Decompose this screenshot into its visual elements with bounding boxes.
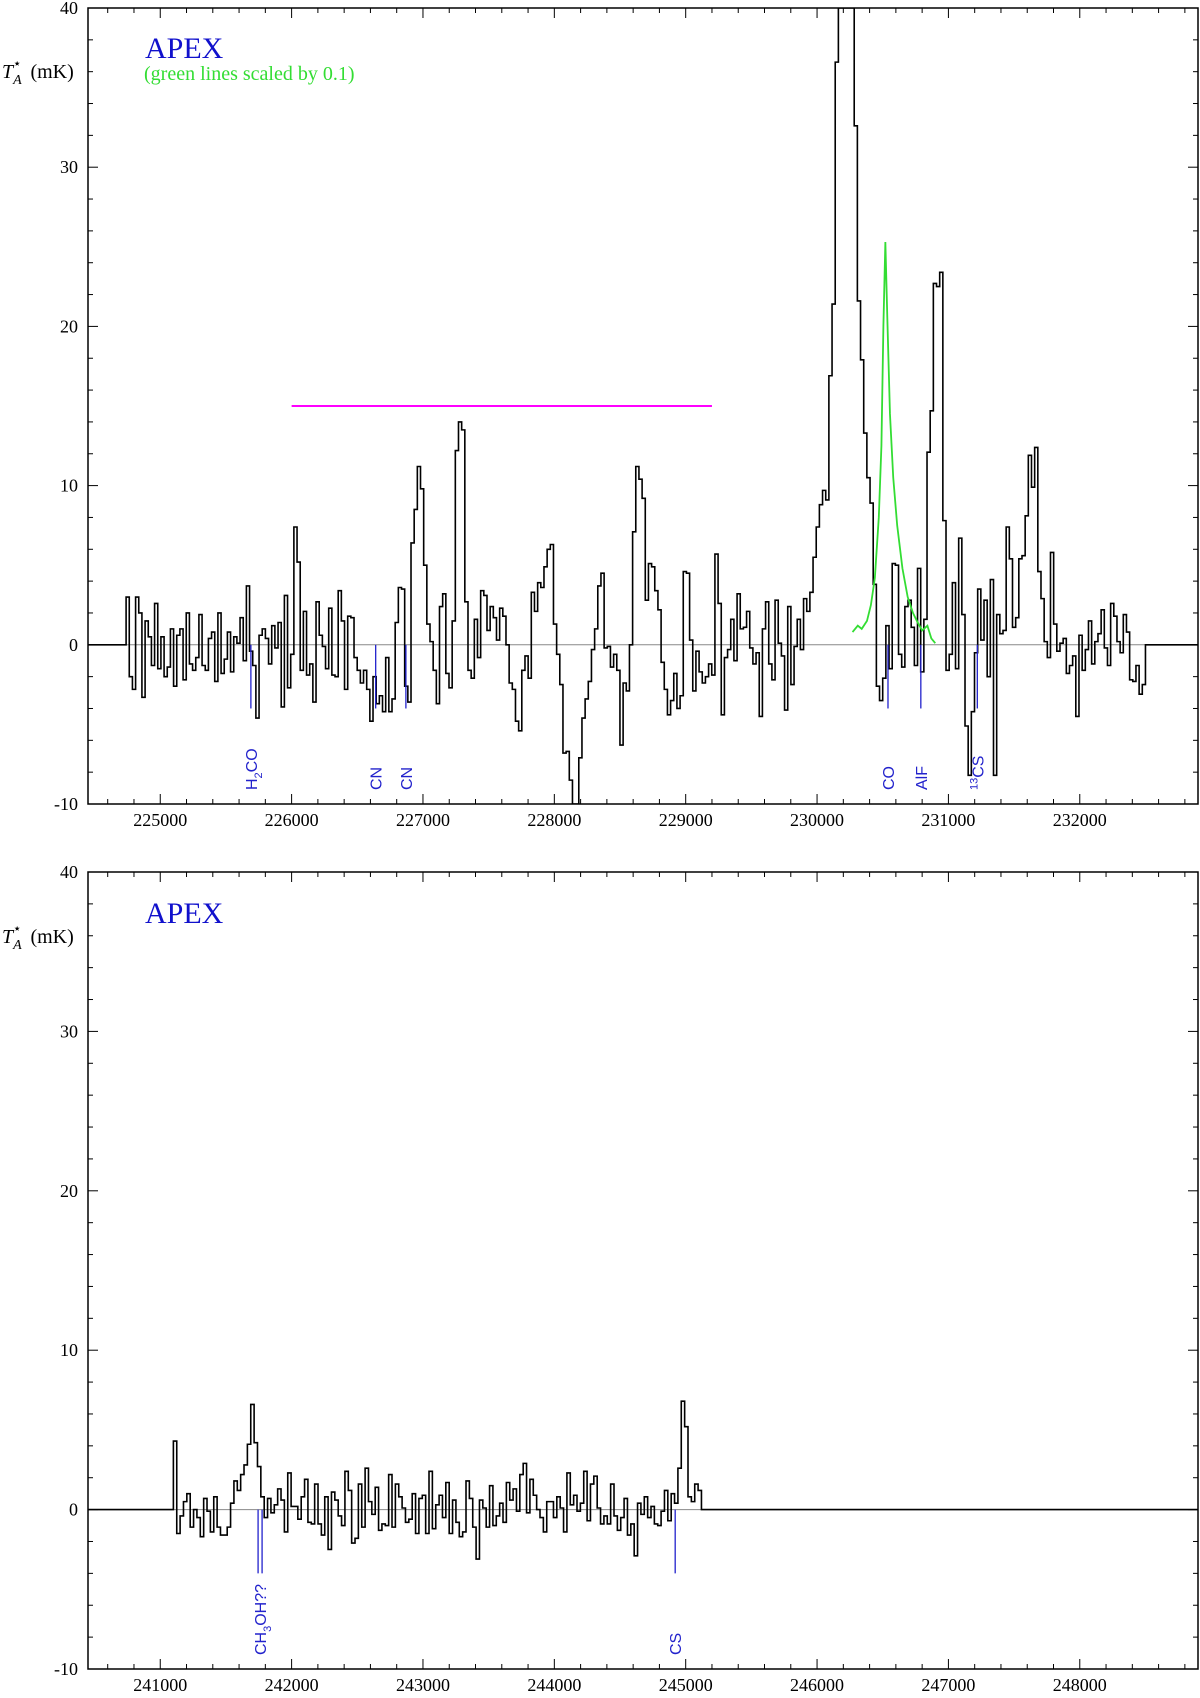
spectrum-step-series <box>88 1400 1198 1560</box>
y-tick-label: 30 <box>60 157 78 177</box>
x-tick-label: 229000 <box>659 810 713 830</box>
y-tick-label: 20 <box>60 316 78 336</box>
x-tick-label: 241000 <box>133 1675 187 1695</box>
x-tick-label: 228000 <box>527 810 581 830</box>
line-id-label: H2CO <box>244 748 265 790</box>
x-tick-label: 243000 <box>396 1675 450 1695</box>
x-tick-label: 247000 <box>921 1675 975 1695</box>
line-id-label: CH3OH?? <box>253 1584 274 1655</box>
line-id-label: CS <box>668 1633 685 1655</box>
y-tick-label: 10 <box>60 476 78 496</box>
y-tick-label: -10 <box>54 794 78 814</box>
line-id-label: CO <box>881 766 898 790</box>
top-panel-title: APEX <box>145 32 224 65</box>
line-id-label: CN <box>369 767 386 790</box>
y-tick-label: 10 <box>60 1340 78 1360</box>
top-spectrum-panel: APEX (green lines scaled by 0.1) TA⋆ (mK… <box>2 0 1199 830</box>
x-tick-label: 230000 <box>790 810 844 830</box>
top-panel-note: (green lines scaled by 0.1) <box>144 63 354 85</box>
x-tick-label: 244000 <box>527 1675 581 1695</box>
line-id-label: AlF <box>914 766 931 790</box>
x-tick-label: 242000 <box>265 1675 319 1695</box>
x-tick-label: 245000 <box>659 1675 713 1695</box>
bottom-panel-ylabel: TA⋆ (mK) <box>2 922 74 953</box>
y-tick-label: -10 <box>54 1659 78 1679</box>
top-panel-ylabel: TA⋆ (mK) <box>2 57 74 88</box>
x-tick-label: 232000 <box>1053 810 1107 830</box>
y-tick-label: 20 <box>60 1181 78 1201</box>
x-tick-label: 226000 <box>265 810 319 830</box>
x-tick-label: 231000 <box>921 810 975 830</box>
scaled-spectrum-series <box>851 242 936 644</box>
spectrum-step-series <box>88 8 1198 804</box>
y-tick-label: 30 <box>60 1021 78 1041</box>
bottom-panel-title: APEX <box>145 897 224 930</box>
y-tick-label: 0 <box>69 635 78 655</box>
y-tick-label: 40 <box>60 0 78 18</box>
line-id-label: CN <box>399 767 416 790</box>
bottom-spectrum-panel: APEX TA⋆ (mK) CH3OH?? CS 241000 242000 24300… <box>2 862 1199 1695</box>
plot-frame <box>87 7 1199 805</box>
x-tick-label: 225000 <box>133 810 187 830</box>
plot-frame <box>87 871 1199 1670</box>
y-tick-label: 0 <box>69 1500 78 1520</box>
x-tick-label: 246000 <box>790 1675 844 1695</box>
y-tick-label: 40 <box>60 862 78 882</box>
x-tick-label: 248000 <box>1053 1675 1107 1695</box>
line-id-label: 13CS <box>968 756 987 790</box>
x-tick-label: 227000 <box>396 810 450 830</box>
